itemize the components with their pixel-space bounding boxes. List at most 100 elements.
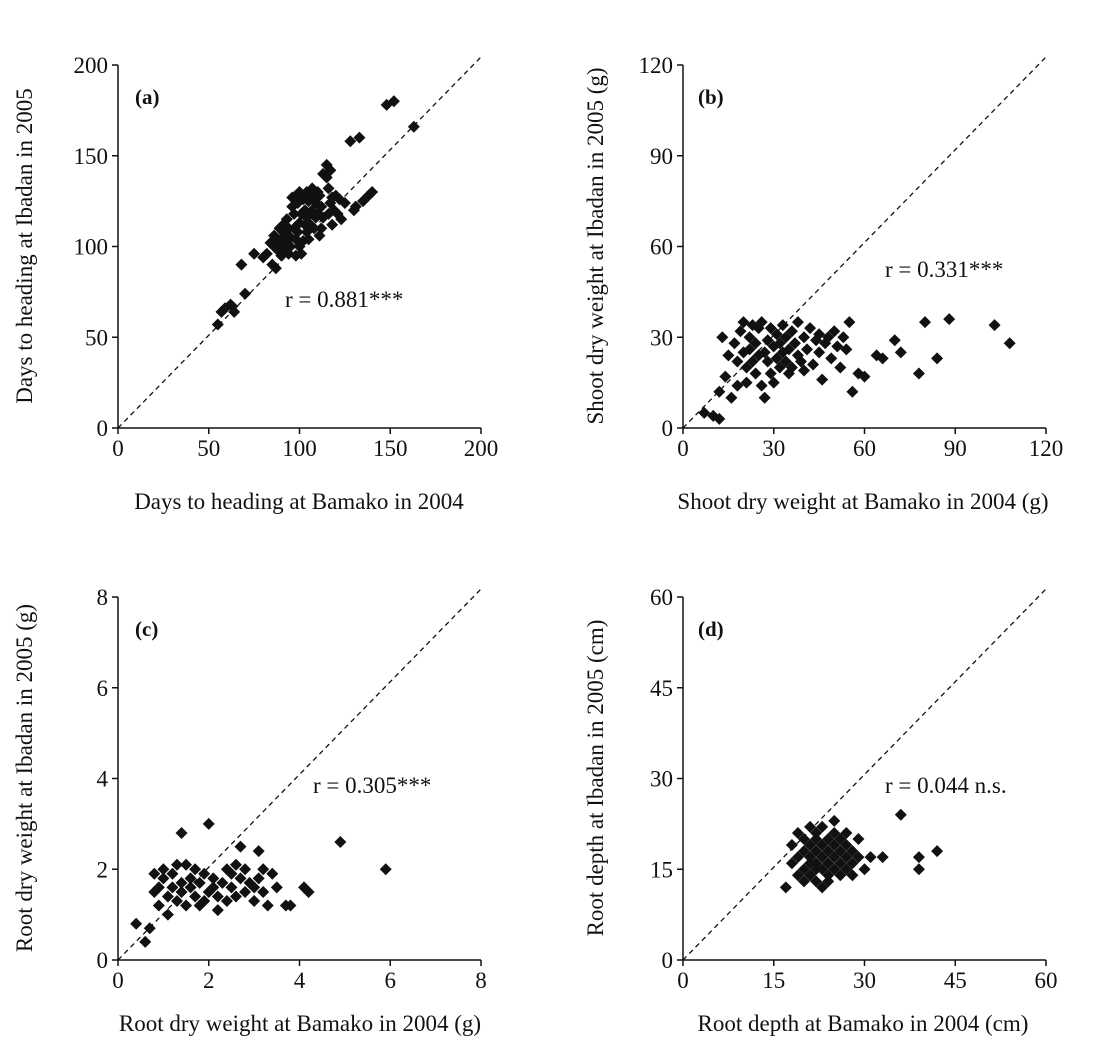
data-point [798,875,810,888]
data-point [804,820,817,833]
data-point [782,343,795,356]
data-point [749,367,762,380]
data-point [828,839,841,852]
data-point [779,331,792,344]
data-point [180,899,193,912]
data-point [788,337,801,350]
data-point [822,331,835,344]
y-tick-label: 30 [650,767,673,792]
data-point [912,367,925,380]
x-tick-label: 8 [475,968,487,993]
y-tick-label: 60 [650,585,673,610]
data-point [804,322,817,335]
data-point [175,876,188,889]
data-point [919,316,931,329]
correlation-annotation: r = 0.881*** [285,287,403,312]
panel-d: 00 15 15 30 30 45 45 60 60 (d) r = 0.044 n.s. Root … [583,585,1058,1036]
y-tick-label: 100 [74,235,109,260]
data-point [813,346,826,359]
data-point [785,839,798,852]
x-tick-label: 0 [112,436,124,461]
data-point [840,863,853,876]
correlation-annotation: r = 0.044 n.s. [885,773,1007,798]
data-point [943,313,956,326]
data-point [828,851,841,864]
data-point [761,334,774,347]
x-tick-label: 50 [197,436,220,461]
data-point [828,863,841,876]
data-point [349,200,362,213]
data-point [852,833,865,845]
data-point [825,352,838,365]
data-point [284,899,297,912]
y-tick-label: 2 [97,857,109,882]
y-axis-title: Root depth at Ibadan in 2005 (cm) [583,620,608,937]
data-point [828,814,841,827]
data-point [366,186,379,199]
data-point [834,857,847,870]
data-point [326,218,339,231]
data-point [295,247,308,260]
x-tick-label: 0 [677,436,689,461]
x-axis-title: Root depth at Bamako in 2004 (cm) [698,1011,1029,1036]
data-point [858,370,871,383]
data-point [912,863,925,876]
data-point [260,247,273,260]
data-point [252,845,265,858]
data-point [130,917,143,930]
data-point [822,845,835,858]
data-point [791,826,804,839]
data-point [779,355,792,368]
data-point [334,836,347,849]
data-point [755,379,768,392]
data-point [816,373,829,386]
data-point [257,251,270,264]
data-point [743,343,756,356]
data-point [740,376,753,389]
data-point [280,213,293,226]
data-point [719,370,732,383]
data-point [148,867,161,880]
data-point [785,361,798,374]
data-point [804,839,817,852]
data-point [776,319,789,332]
y-tick-label: 90 [650,144,673,169]
data-point [184,881,197,894]
data-point [737,316,750,329]
data-point [758,346,771,359]
panel-label: (d) [698,617,724,641]
data-point [834,845,847,858]
x-tick-label: 6 [385,968,397,993]
data-point [239,863,252,876]
data-point [313,189,326,202]
data-point [810,826,823,839]
y-tick-label: 200 [74,53,109,78]
data-point [791,316,804,329]
data-point [804,857,817,870]
data-point [269,262,282,275]
data-point [791,851,804,864]
panel-a: 00 50 50 100 100 150 150 200 200 (a) r = 0.881*** D… [12,53,498,514]
data-point [322,182,335,195]
data-point [157,872,170,885]
data-point [807,358,820,371]
panel-label: (a) [135,85,160,109]
data-point [353,131,366,144]
data-point [166,867,179,880]
data-point [731,379,744,392]
data-point [837,331,850,344]
data-point [291,225,304,238]
data-point [234,872,247,885]
data-point [758,391,771,404]
data-point [725,391,738,404]
data-point [746,355,759,368]
data-point [308,222,321,235]
y-tick-label: 0 [662,948,674,973]
x-tick-label: 120 [1029,436,1064,461]
data-point [211,890,224,903]
data-point [785,325,798,338]
x-tick-label: 90 [944,436,967,461]
data-point [207,872,220,885]
data-point [770,352,783,365]
